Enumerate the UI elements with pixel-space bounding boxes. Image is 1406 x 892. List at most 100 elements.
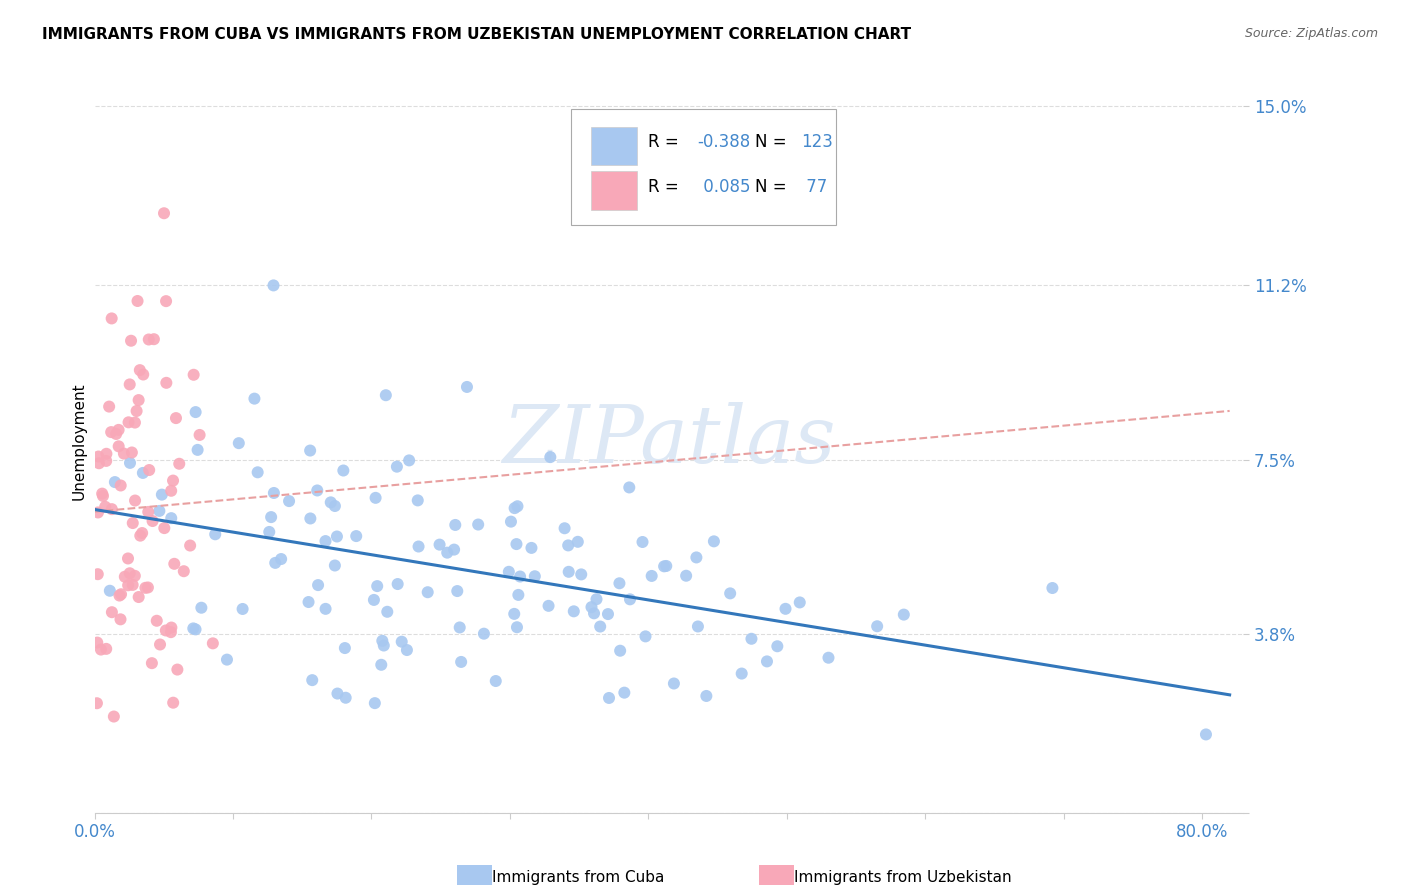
Point	[297, 595, 319, 609]
Point	[134, 581, 156, 595]
Point	[125, 404, 148, 418]
Point	[117, 551, 139, 566]
Point	[344, 529, 367, 543]
Point	[110, 587, 132, 601]
Point	[121, 445, 143, 459]
Point	[449, 620, 471, 634]
Point	[363, 593, 385, 607]
Point	[128, 363, 150, 377]
Point	[232, 602, 254, 616]
Text: ZIPatlas: ZIPatlas	[502, 402, 835, 480]
Point	[1042, 581, 1064, 595]
Point	[128, 590, 150, 604]
Point	[132, 368, 155, 382]
Point	[104, 475, 127, 489]
Point	[333, 641, 356, 656]
Point	[775, 602, 797, 616]
Point	[96, 454, 118, 468]
Point	[107, 439, 129, 453]
Point	[675, 568, 697, 582]
Point	[450, 655, 472, 669]
Point	[307, 578, 329, 592]
Point	[299, 443, 322, 458]
Point	[167, 457, 190, 471]
Point	[562, 604, 585, 618]
Text: Source: ZipAtlas.com: Source: ZipAtlas.com	[1244, 27, 1378, 40]
Bar	[591, 127, 637, 165]
Point	[695, 689, 717, 703]
Point	[375, 605, 398, 619]
Point	[148, 504, 170, 518]
Text: 123: 123	[801, 133, 832, 152]
Point	[613, 686, 636, 700]
Point	[866, 619, 889, 633]
Point	[505, 537, 527, 551]
Point	[150, 488, 173, 502]
Point	[429, 538, 451, 552]
Point	[315, 602, 337, 616]
Point	[589, 619, 612, 633]
Point	[87, 567, 110, 582]
Point	[686, 619, 709, 633]
Point	[87, 456, 110, 470]
Point	[498, 565, 520, 579]
Point	[160, 511, 183, 525]
Point	[117, 578, 139, 592]
Text: -0.388: -0.388	[697, 133, 751, 152]
Text: N =: N =	[755, 178, 792, 196]
Point	[326, 687, 349, 701]
Point	[631, 535, 654, 549]
Point	[181, 621, 204, 635]
Point	[398, 453, 420, 467]
Point	[101, 605, 124, 619]
Point	[718, 586, 741, 600]
Point	[96, 447, 118, 461]
Point	[619, 480, 641, 494]
Point	[385, 459, 408, 474]
Point	[408, 540, 430, 554]
Text: R =: R =	[648, 178, 685, 196]
Point	[467, 517, 489, 532]
Point	[436, 546, 458, 560]
Point	[537, 599, 560, 613]
Point	[163, 557, 186, 571]
Point	[520, 541, 543, 555]
Point	[138, 463, 160, 477]
Point	[619, 592, 641, 607]
Point	[374, 388, 396, 402]
Text: 0.085: 0.085	[697, 178, 751, 196]
Point	[121, 578, 143, 592]
Point	[366, 579, 388, 593]
Point	[155, 624, 177, 638]
Point	[201, 636, 224, 650]
Point	[817, 650, 839, 665]
Point	[98, 583, 121, 598]
Text: Immigrants from Cuba: Immigrants from Cuba	[492, 871, 665, 885]
Text: Immigrants from Uzbekistan: Immigrants from Uzbekistan	[794, 871, 1012, 885]
Point	[108, 589, 131, 603]
Point	[685, 550, 707, 565]
Point	[100, 425, 122, 439]
Point	[364, 696, 387, 710]
Point	[766, 640, 789, 654]
Point	[652, 559, 675, 574]
Point	[270, 552, 292, 566]
Point	[162, 696, 184, 710]
Point	[136, 581, 159, 595]
Point	[485, 673, 508, 688]
Point	[756, 654, 779, 668]
Point	[98, 400, 121, 414]
Point	[118, 377, 141, 392]
Point	[506, 620, 529, 634]
FancyBboxPatch shape	[571, 110, 835, 225]
Point	[132, 466, 155, 480]
Point	[387, 577, 409, 591]
Point	[299, 511, 322, 525]
Point	[142, 332, 165, 346]
Point	[165, 411, 187, 425]
Point	[703, 534, 725, 549]
Point	[335, 690, 357, 705]
Point	[893, 607, 915, 622]
Point	[301, 673, 323, 687]
Point	[503, 501, 526, 516]
